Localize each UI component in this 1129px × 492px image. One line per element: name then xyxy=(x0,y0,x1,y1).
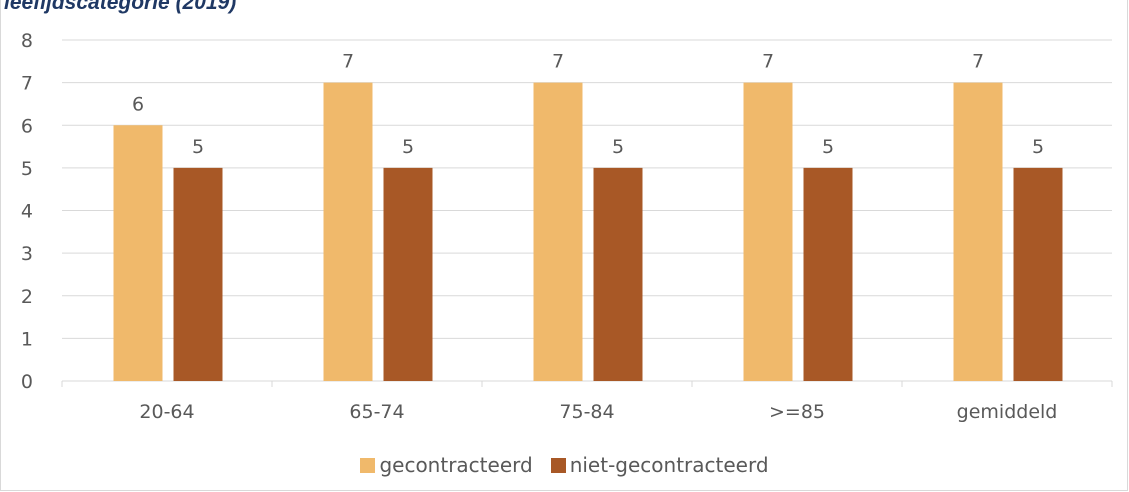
legend-label-niet-gecontracteerd: niet-gecontracteerd xyxy=(569,453,769,477)
data-label: 7 xyxy=(762,51,774,73)
chart-title: leefijdscategorie (2019) xyxy=(4,0,237,14)
data-label: 6 xyxy=(132,93,144,115)
chart-title-clip: leefijdscategorie (2019) xyxy=(0,0,700,14)
bar-niet-gecontracteerd-75-84 xyxy=(593,167,643,381)
x-tick-label: 20-64 xyxy=(139,401,194,423)
data-label: 5 xyxy=(1032,136,1044,158)
x-tick-label: >=85 xyxy=(769,401,825,423)
bar-gecontracteerd-gemiddeld xyxy=(953,82,1003,381)
data-label: 5 xyxy=(822,136,834,158)
bar-gecontracteerd->=85 xyxy=(743,82,793,381)
x-tick-label: 75-84 xyxy=(559,401,614,423)
y-tick-label: 3 xyxy=(21,243,33,265)
data-label: 7 xyxy=(342,51,354,73)
y-tick-label: 4 xyxy=(21,201,33,223)
bar-niet-gecontracteerd-65-74 xyxy=(383,167,433,381)
bar-gecontracteerd-65-74 xyxy=(323,82,373,381)
y-tick-label: 5 xyxy=(21,158,33,180)
data-label: 7 xyxy=(552,51,564,73)
x-tick-label: 65-74 xyxy=(349,401,404,423)
legend-swatch-gecontracteerd xyxy=(360,457,376,473)
bar-niet-gecontracteerd->=85 xyxy=(803,167,853,381)
bar-niet-gecontracteerd-gemiddeld xyxy=(1013,167,1063,381)
bar-gecontracteerd-20-64 xyxy=(113,125,163,381)
legend: gecontracteerd niet-gecontracteerd xyxy=(0,452,1129,478)
y-tick-label: 1 xyxy=(21,328,33,350)
bar-gecontracteerd-75-84 xyxy=(533,82,583,381)
data-label: 5 xyxy=(612,136,624,158)
y-tick-label: 6 xyxy=(21,115,33,137)
data-label: 5 xyxy=(402,136,414,158)
y-tick-label: 0 xyxy=(21,371,33,393)
bar-niet-gecontracteerd-20-64 xyxy=(173,167,223,381)
y-tick-label: 8 xyxy=(21,30,33,52)
y-tick-label: 7 xyxy=(21,73,33,95)
legend-swatch-niet-gecontracteerd xyxy=(550,457,566,473)
legend-item-gecontracteerd: gecontracteerd xyxy=(360,453,533,477)
data-label: 5 xyxy=(192,136,204,158)
x-tick-label: gemiddeld xyxy=(957,401,1058,423)
data-label: 7 xyxy=(972,51,984,73)
legend-label-gecontracteerd: gecontracteerd xyxy=(379,453,533,477)
y-tick-label: 2 xyxy=(21,286,33,308)
legend-item-niet-gecontracteerd: niet-gecontracteerd xyxy=(550,453,769,477)
